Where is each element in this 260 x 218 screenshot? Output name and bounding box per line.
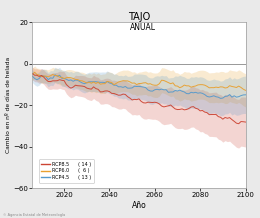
Y-axis label: Cambio en nº de días de helada: Cambio en nº de días de helada [5,57,11,153]
Text: ANUAL: ANUAL [130,23,156,32]
Title: TAJO: TAJO [128,12,150,22]
X-axis label: Año: Año [132,201,146,210]
Legend: RCP8.5      ( 14 ), RCP6.0      (  6 ), RCP4.5      ( 13 ): RCP8.5 ( 14 ), RCP6.0 ( 6 ), RCP4.5 ( 13… [39,159,94,182]
Text: © Agencia Estatal de Meteorología: © Agencia Estatal de Meteorología [3,213,65,217]
